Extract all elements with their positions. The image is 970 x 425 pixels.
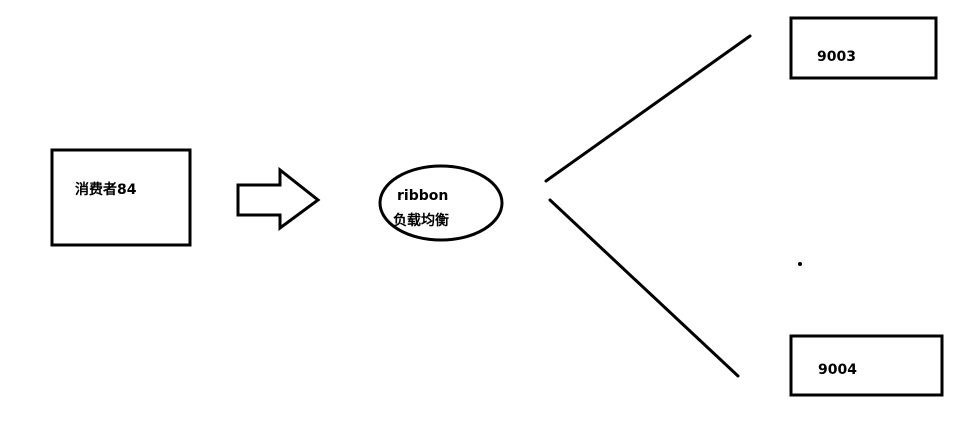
consumer-label: 消费者84 <box>75 182 137 198</box>
consumer-box <box>50 148 192 247</box>
arrow-right-icon <box>236 166 321 231</box>
server-box-bottom <box>789 334 944 397</box>
load-balancer-label-line1: ribbon <box>397 188 449 204</box>
server-top-label: 9003 <box>817 49 856 65</box>
server-bottom-label: 9004 <box>818 362 857 378</box>
load-balancer-ellipse <box>378 164 504 242</box>
connector-line-bottom <box>548 198 740 378</box>
load-balancer-label-line2: 负载均衡 <box>393 213 449 229</box>
connector-line-top <box>544 34 752 183</box>
stray-dot <box>798 262 802 266</box>
server-box-top <box>789 16 938 80</box>
